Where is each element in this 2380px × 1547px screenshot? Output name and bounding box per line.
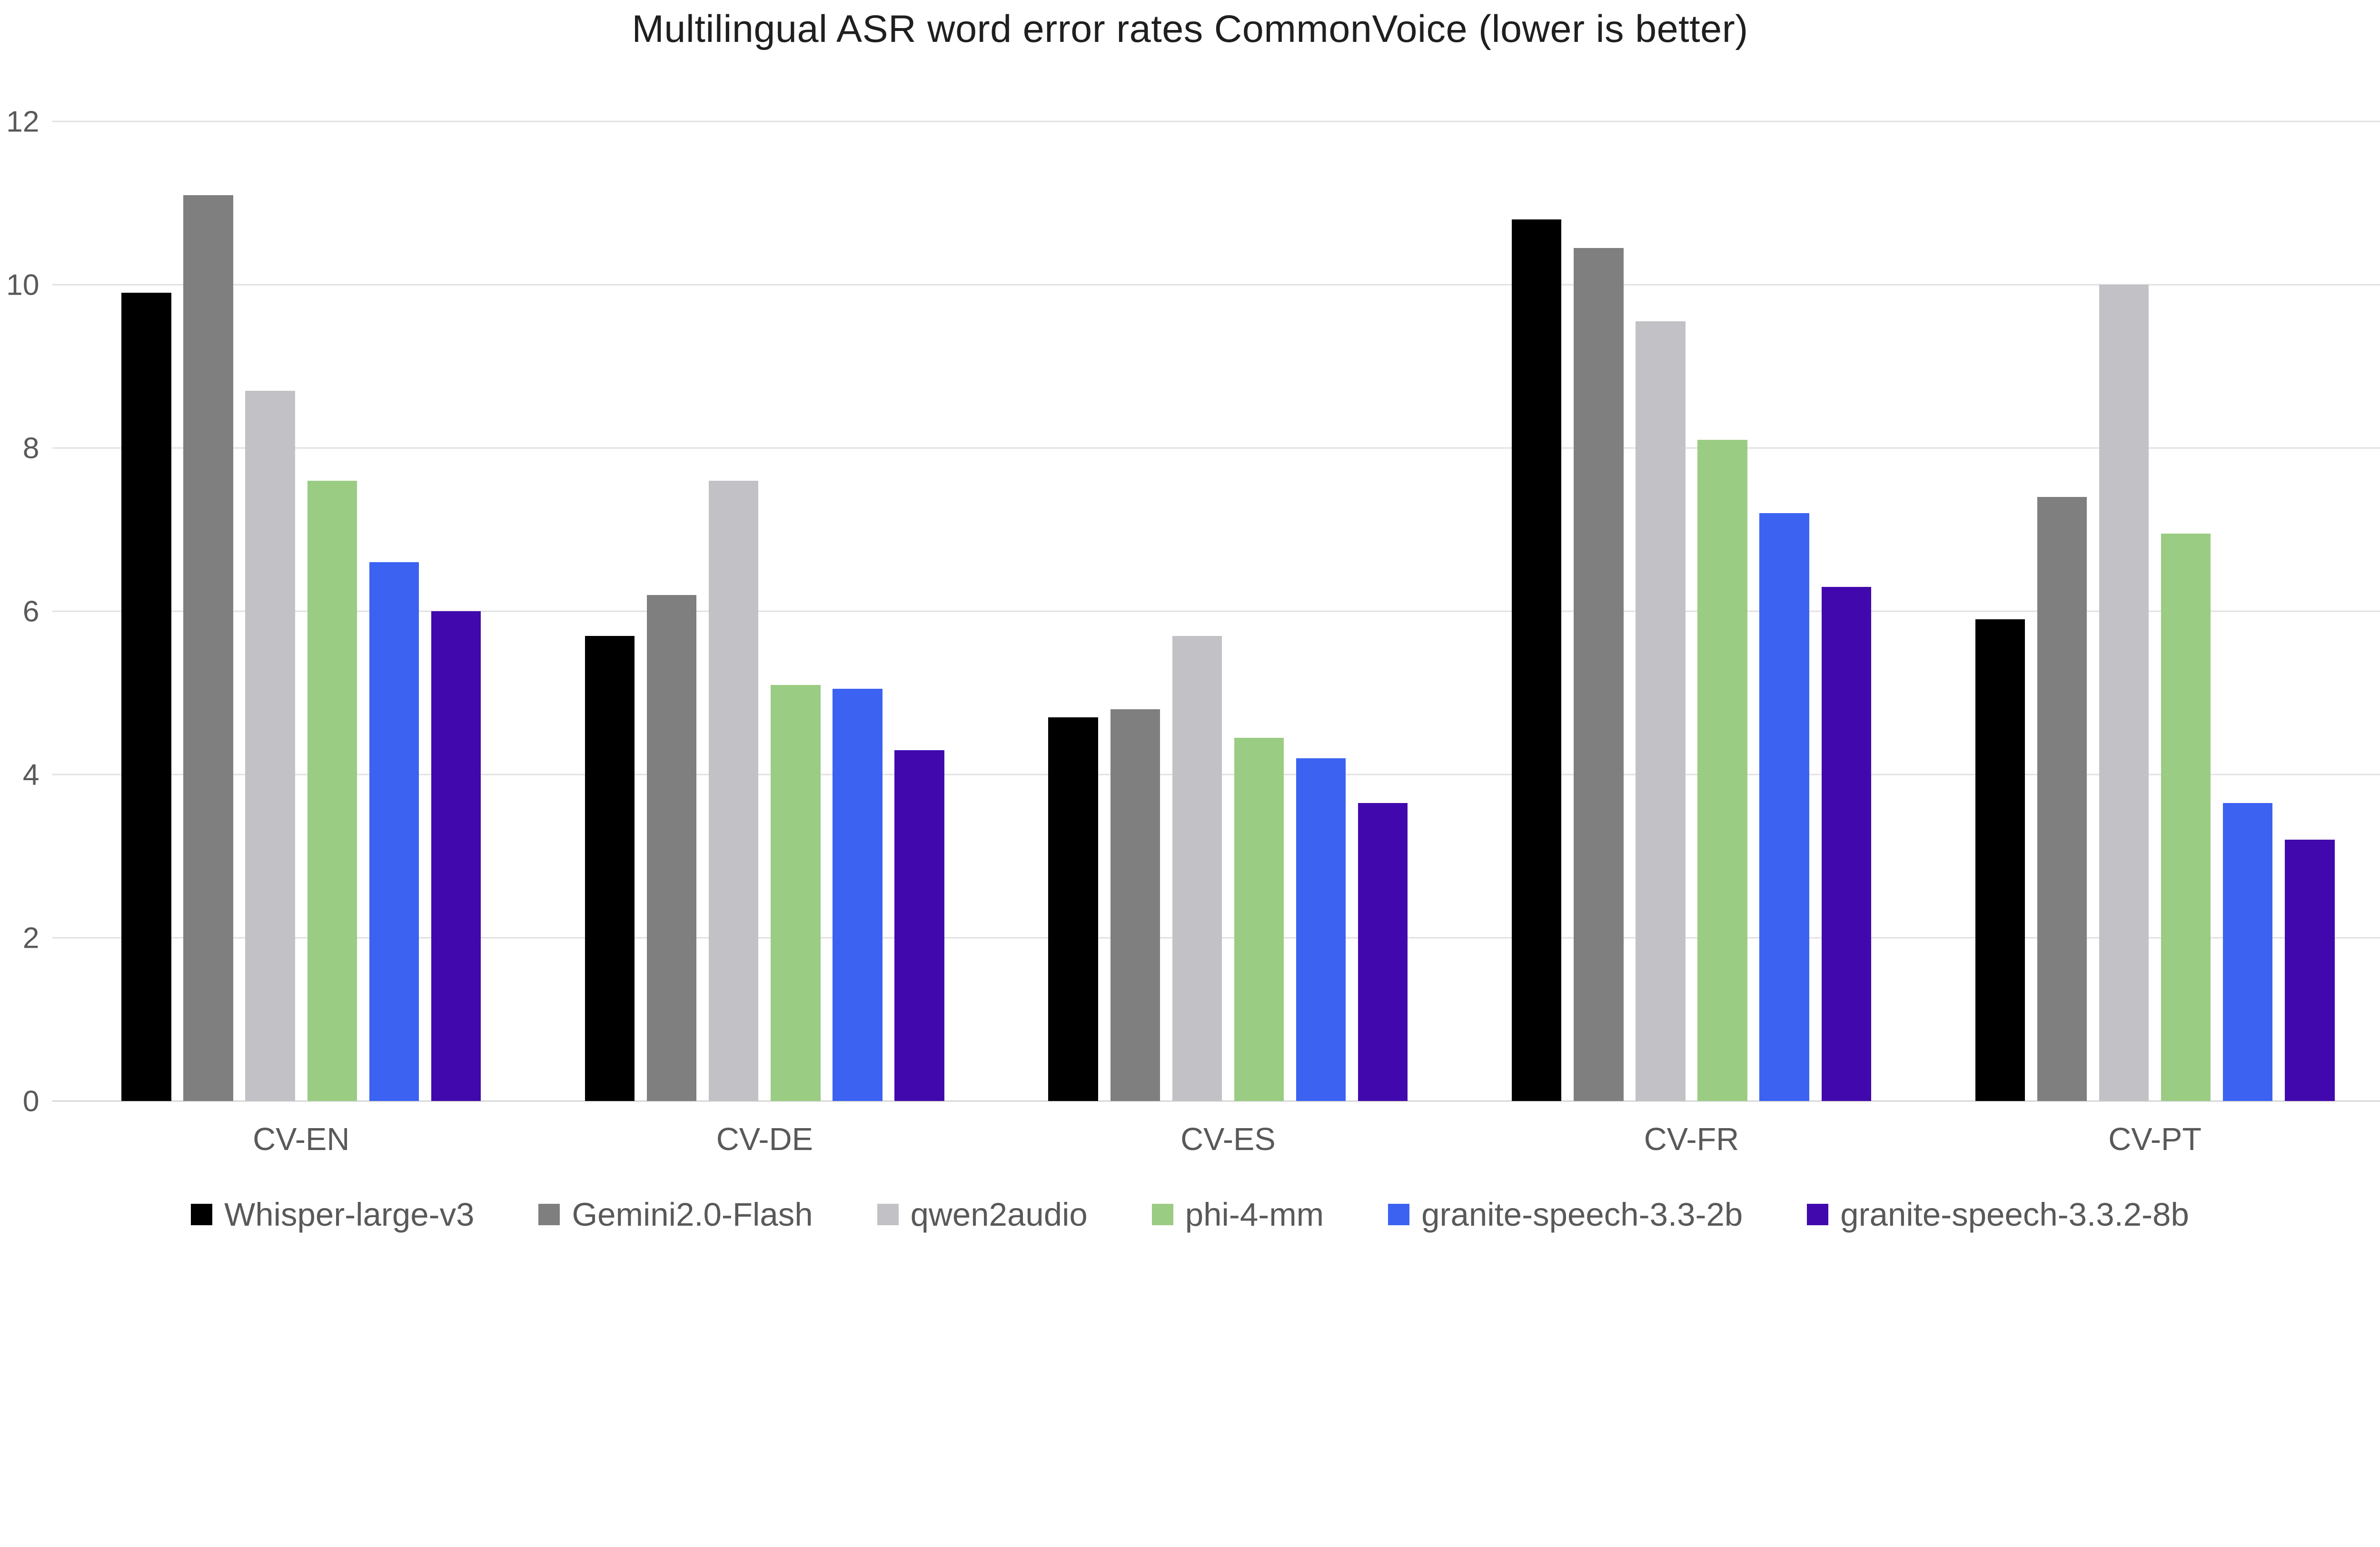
- legend-swatch-icon: [1807, 1203, 1829, 1225]
- bar-gemini2.0-flash: [183, 195, 233, 1101]
- bar-group-cv-de: [585, 121, 944, 1101]
- bar-whisper-large-v3: [1048, 717, 1098, 1101]
- bar-whisper-large-v3: [585, 635, 635, 1101]
- bar-granite-speech-3.3-2b: [1759, 513, 1809, 1101]
- gridline: [52, 610, 2380, 612]
- y-axis-tick-label: 6: [22, 594, 40, 628]
- bar-granite-speech-3.3.2-8b: [1358, 803, 1408, 1101]
- legend-label: qwen2audio: [910, 1196, 1088, 1233]
- bar-group-cv-pt: [1975, 121, 2335, 1101]
- x-axis-category-label: CV-DE: [716, 1121, 813, 1157]
- legend-label: Whisper-large-v3: [224, 1196, 475, 1233]
- legend-label: Gemini2.0-Flash: [572, 1196, 813, 1233]
- bar-qwen2audio: [1636, 321, 1686, 1101]
- legend-item-granite-speech-3.3-2b: granite-speech-3.3-2b: [1388, 1198, 1743, 1231]
- bar-granite-speech-3.3.2-8b: [894, 750, 944, 1101]
- bar-chart: Multilingual ASR word error rates Common…: [0, 8, 2380, 1231]
- legend-label: granite-speech-3.3.2-8b: [1840, 1196, 2189, 1233]
- bar-qwen2audio: [2099, 285, 2149, 1101]
- x-axis-category-label: CV-ES: [1180, 1121, 1276, 1157]
- bar-phi-4-mm: [1697, 440, 1747, 1101]
- bar-phi-4-mm: [307, 480, 357, 1101]
- legend-item-whisper-large-v3: Whisper-large-v3: [191, 1198, 474, 1231]
- bar-qwen2audio: [245, 391, 295, 1101]
- legend-label: phi-4-mm: [1185, 1196, 1324, 1233]
- bar-phi-4-mm: [771, 684, 821, 1101]
- bar-granite-speech-3.3-2b: [1296, 758, 1346, 1101]
- chart-title: Multilingual ASR word error rates Common…: [632, 8, 1748, 50]
- bar-phi-4-mm: [2161, 534, 2211, 1101]
- gridline: [52, 284, 2380, 286]
- bar-gemini2.0-flash: [2037, 497, 2087, 1101]
- y-axis-tick-label: 4: [22, 757, 40, 791]
- gridline: [52, 120, 2380, 122]
- bar-whisper-large-v3: [121, 293, 171, 1101]
- bar-group-cv-es: [1048, 121, 1408, 1101]
- bar-whisper-large-v3: [1975, 619, 2025, 1101]
- bar-granite-speech-3.3-2b: [369, 562, 419, 1101]
- bar-qwen2audio: [709, 480, 759, 1101]
- legend-swatch-icon: [538, 1203, 560, 1225]
- bar-granite-speech-3.3.2-8b: [2285, 840, 2335, 1101]
- bar-granite-speech-3.3.2-8b: [1821, 586, 1871, 1101]
- bar-whisper-large-v3: [1512, 219, 1562, 1101]
- bar-gemini2.0-flash: [1110, 709, 1160, 1101]
- y-axis-tick-label: 10: [6, 268, 40, 302]
- bar-gemini2.0-flash: [646, 595, 697, 1101]
- bar-granite-speech-3.3.2-8b: [431, 611, 481, 1101]
- y-axis-tick-label: 2: [22, 921, 40, 954]
- legend-item-phi-4-mm: phi-4-mm: [1151, 1196, 1324, 1233]
- legend-item-gemini2.0-flash: Gemini2.0-Flash: [538, 1198, 813, 1231]
- bar-group-cv-en: [121, 121, 481, 1101]
- plot-area: 0 2 4 6 8 10 12 CV-EN CV-DE CV-ES CV-FR CV-PT: [6, 107, 2380, 1155]
- gridline: [52, 447, 2380, 449]
- y-axis-tick-label: 8: [22, 431, 40, 465]
- legend-item-qwen2audio: qwen2audio: [877, 1198, 1088, 1231]
- x-axis-category-label: CV-EN: [253, 1121, 350, 1157]
- x-axis-baseline: [52, 1100, 2380, 1102]
- legend-item-granite-speech-3.3.2-8b: granite-speech-3.3.2-8b: [1807, 1198, 2189, 1231]
- bar-qwen2audio: [1172, 635, 1222, 1101]
- y-axis-tick-label: 12: [6, 105, 40, 139]
- y-axis-tick-label: 0: [22, 1084, 40, 1118]
- legend-swatch-icon: [877, 1203, 899, 1225]
- legend-label: granite-speech-3.3-2b: [1421, 1196, 1743, 1233]
- legend-swatch-icon: [191, 1203, 213, 1225]
- bar-gemini2.0-flash: [1574, 248, 1624, 1101]
- x-axis-category-label: CV-FR: [1644, 1121, 1739, 1157]
- legend: Whisper-large-v3 Gemini2.0-Flash qwen2audi…: [0, 1198, 2380, 1231]
- bar-group-cv-fr: [1512, 121, 1871, 1101]
- x-axis-category-label: CV-PT: [2108, 1121, 2202, 1157]
- legend-swatch-icon: [1151, 1203, 1173, 1225]
- legend-swatch-icon: [1388, 1203, 1410, 1225]
- bar-granite-speech-3.3-2b: [2223, 803, 2273, 1101]
- bar-granite-speech-3.3-2b: [833, 689, 883, 1101]
- bar-phi-4-mm: [1234, 738, 1284, 1101]
